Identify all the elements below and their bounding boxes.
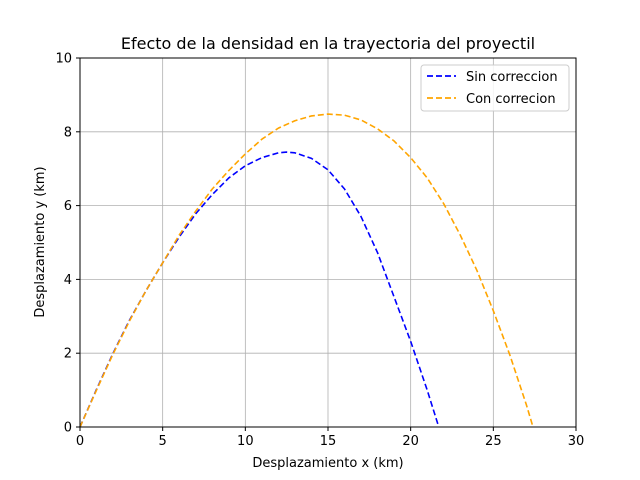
y-ticks: 0 2 4 6 8 10 — [55, 52, 80, 436]
x-tick-label: 0 — [76, 434, 84, 449]
x-tick-label: 30 — [568, 434, 585, 449]
legend-label-con-correcion: Con correcion — [466, 92, 556, 107]
y-tick-label: 4 — [64, 273, 72, 288]
x-tick-label: 15 — [320, 434, 337, 449]
y-tick-label: 2 — [64, 347, 72, 362]
x-tick-label: 5 — [159, 434, 167, 449]
series-line-1 — [79, 113, 534, 428]
legend-box — [420, 64, 570, 112]
x-tick-label: 20 — [402, 434, 419, 449]
y-tick-label: 10 — [55, 52, 72, 67]
x-ticks: 0 5 10 15 20 25 30 — [76, 427, 584, 449]
chart-title: Efecto de la densidad en la trayectoria … — [121, 34, 535, 53]
y-axis-title: Desplazamiento y (km) — [33, 166, 48, 317]
x-tick-label: 10 — [237, 434, 254, 449]
series-layer — [79, 113, 534, 428]
y-tick-label: 0 — [64, 421, 72, 436]
y-tick-label: 8 — [64, 125, 72, 140]
legend: Sin correccion Con correcion — [420, 64, 570, 112]
x-tick-label: 25 — [485, 434, 502, 449]
legend-label-sin-correccion: Sin correccion — [466, 70, 558, 85]
y-tick-label: 6 — [64, 199, 72, 214]
x-axis-title: Desplazamiento x (km) — [252, 456, 403, 471]
